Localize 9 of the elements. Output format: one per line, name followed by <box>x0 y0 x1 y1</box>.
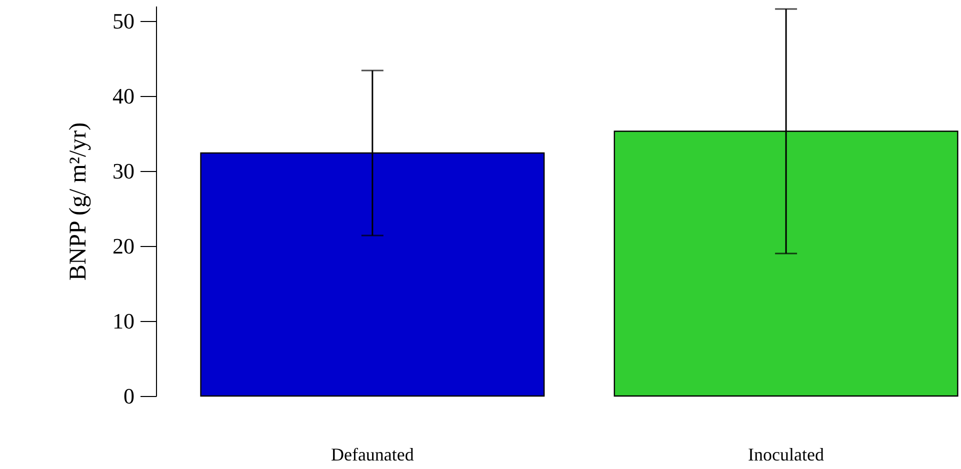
x-tick-label: Inoculated <box>748 444 824 464</box>
y-tick-label: 0 <box>124 384 134 408</box>
y-axis-title: BNPP (g/ m²/yr) <box>66 122 92 281</box>
y-tick-label: 10 <box>112 308 134 334</box>
y-tick-label: 30 <box>112 158 134 184</box>
y-tick-label: 50 <box>112 8 134 34</box>
y-tick-label: 40 <box>112 84 134 108</box>
y-tick-label: 20 <box>112 234 134 258</box>
x-tick-label: Defaunated <box>330 444 414 464</box>
